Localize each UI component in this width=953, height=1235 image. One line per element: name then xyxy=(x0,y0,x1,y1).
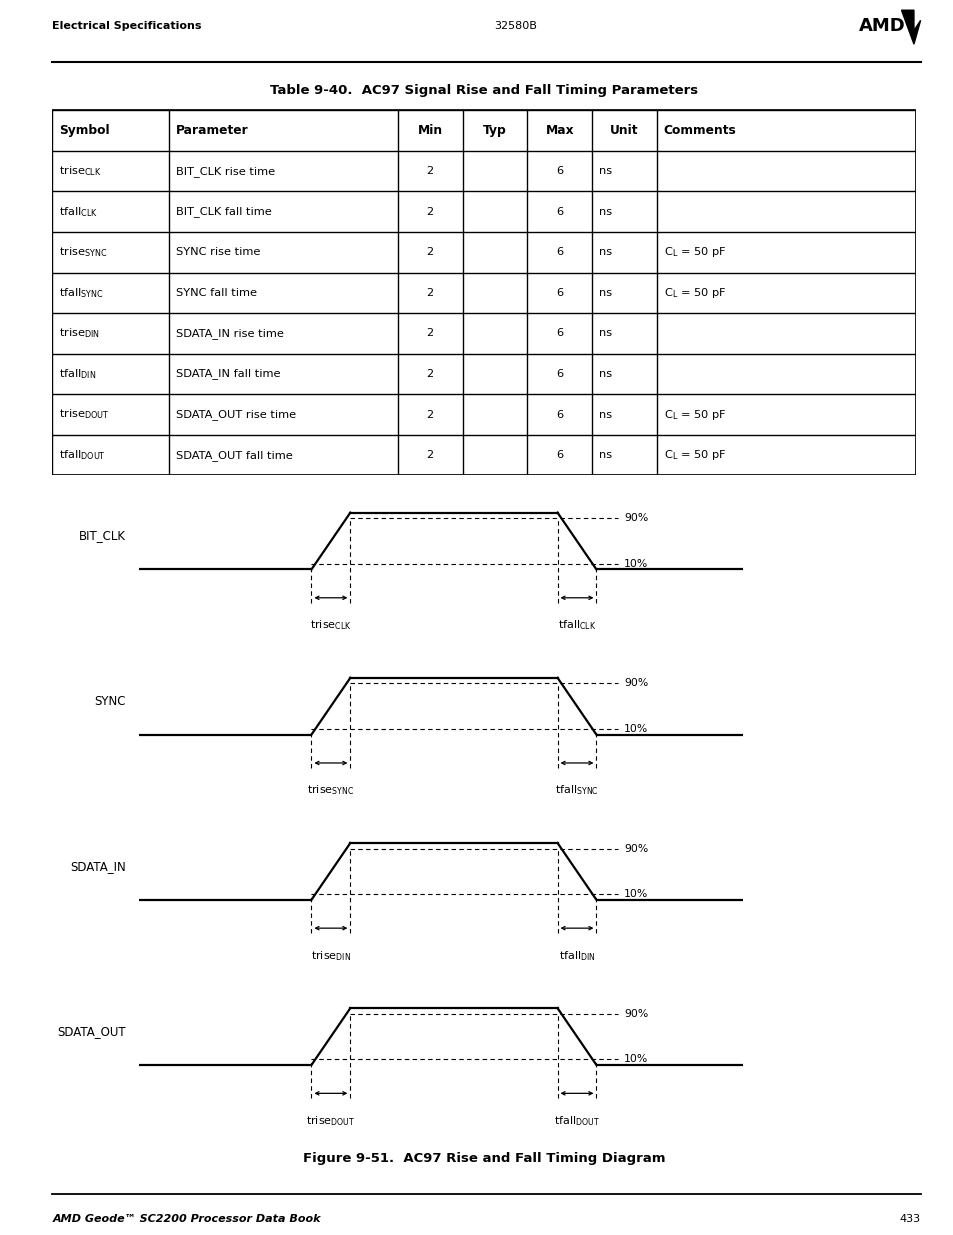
Text: tfall$_\mathrm{DIN}$: tfall$_\mathrm{DIN}$ xyxy=(558,948,595,962)
Text: BIT_CLK rise time: BIT_CLK rise time xyxy=(175,165,274,177)
Text: SDATA_OUT: SDATA_OUT xyxy=(57,1025,126,1037)
Text: tfall$_\mathrm{DOUT}$: tfall$_\mathrm{DOUT}$ xyxy=(554,1114,599,1128)
Text: 90%: 90% xyxy=(623,844,648,853)
Text: 2: 2 xyxy=(426,165,434,177)
Text: ns: ns xyxy=(598,451,612,461)
Text: 90%: 90% xyxy=(623,1009,648,1019)
Text: SYNC rise time: SYNC rise time xyxy=(175,247,260,257)
Text: trise$_\mathrm{DIN}$: trise$_\mathrm{DIN}$ xyxy=(311,948,351,962)
Text: 10%: 10% xyxy=(623,1055,648,1065)
Text: Comments: Comments xyxy=(663,124,736,137)
Text: ns: ns xyxy=(598,247,612,257)
Text: 6: 6 xyxy=(556,206,562,216)
Text: tfall$_\mathrm{SYNC}$: tfall$_\mathrm{SYNC}$ xyxy=(555,784,598,798)
Polygon shape xyxy=(901,10,920,44)
Text: Max: Max xyxy=(545,124,574,137)
Text: 90%: 90% xyxy=(623,514,648,524)
Text: BIT_CLK: BIT_CLK xyxy=(79,530,126,542)
Text: 90%: 90% xyxy=(623,678,648,688)
Text: trise$_\mathrm{SYNC}$: trise$_\mathrm{SYNC}$ xyxy=(59,246,108,259)
Text: 6: 6 xyxy=(556,165,562,177)
Text: ns: ns xyxy=(598,165,612,177)
Text: ns: ns xyxy=(598,369,612,379)
Text: Table 9-40.  AC97 Signal Rise and Fall Timing Parameters: Table 9-40. AC97 Signal Rise and Fall Ti… xyxy=(270,84,698,98)
Text: trise$_\mathrm{DOUT}$: trise$_\mathrm{DOUT}$ xyxy=(306,1114,355,1128)
Text: Electrical Specifications: Electrical Specifications xyxy=(52,21,202,31)
Text: trise$_\mathrm{CLK}$: trise$_\mathrm{CLK}$ xyxy=(59,164,102,178)
Text: SDATA_IN rise time: SDATA_IN rise time xyxy=(175,329,283,338)
Text: Typ: Typ xyxy=(482,124,506,137)
Text: SYNC fall time: SYNC fall time xyxy=(175,288,256,298)
Text: 6: 6 xyxy=(556,247,562,257)
Text: tfall$_\mathrm{DOUT}$: tfall$_\mathrm{DOUT}$ xyxy=(59,448,106,462)
Text: 10%: 10% xyxy=(623,558,648,569)
Text: BIT_CLK fall time: BIT_CLK fall time xyxy=(175,206,272,217)
Text: 6: 6 xyxy=(556,288,562,298)
Text: ns: ns xyxy=(598,410,612,420)
Text: SDATA_IN: SDATA_IN xyxy=(70,860,126,873)
Text: trise$_\mathrm{CLK}$: trise$_\mathrm{CLK}$ xyxy=(310,619,352,632)
Text: SYNC: SYNC xyxy=(94,694,126,708)
Text: 2: 2 xyxy=(426,206,434,216)
Text: Min: Min xyxy=(417,124,442,137)
Text: trise$_\mathrm{DIN}$: trise$_\mathrm{DIN}$ xyxy=(59,326,100,341)
Text: 2: 2 xyxy=(426,410,434,420)
Text: 433: 433 xyxy=(899,1214,920,1224)
Text: 6: 6 xyxy=(556,369,562,379)
Text: 10%: 10% xyxy=(623,889,648,899)
Text: ns: ns xyxy=(598,206,612,216)
Text: trise$_\mathrm{SYNC}$: trise$_\mathrm{SYNC}$ xyxy=(307,784,355,798)
Text: 2: 2 xyxy=(426,451,434,461)
Text: C$_\mathrm{L}$ = 50 pF: C$_\mathrm{L}$ = 50 pF xyxy=(663,408,725,421)
Text: tfall$_\mathrm{CLK}$: tfall$_\mathrm{CLK}$ xyxy=(59,205,98,219)
Text: 32580B: 32580B xyxy=(494,21,536,31)
Text: AMD: AMD xyxy=(858,17,904,35)
Text: ns: ns xyxy=(598,329,612,338)
Text: 10%: 10% xyxy=(623,724,648,734)
Text: C$_\mathrm{L}$ = 50 pF: C$_\mathrm{L}$ = 50 pF xyxy=(663,448,725,462)
Text: ns: ns xyxy=(598,288,612,298)
Text: C$_\mathrm{L}$ = 50 pF: C$_\mathrm{L}$ = 50 pF xyxy=(663,285,725,300)
Text: AMD Geode™ SC2200 Processor Data Book: AMD Geode™ SC2200 Processor Data Book xyxy=(52,1214,320,1224)
Text: 2: 2 xyxy=(426,247,434,257)
Text: 2: 2 xyxy=(426,288,434,298)
Text: tfall$_\mathrm{DIN}$: tfall$_\mathrm{DIN}$ xyxy=(59,367,97,380)
Text: 6: 6 xyxy=(556,451,562,461)
Text: 2: 2 xyxy=(426,369,434,379)
Text: SDATA_OUT fall time: SDATA_OUT fall time xyxy=(175,450,293,461)
Text: 6: 6 xyxy=(556,410,562,420)
Text: 6: 6 xyxy=(556,329,562,338)
Text: trise$_\mathrm{DOUT}$: trise$_\mathrm{DOUT}$ xyxy=(59,408,110,421)
Text: Parameter: Parameter xyxy=(175,124,249,137)
Text: SDATA_OUT rise time: SDATA_OUT rise time xyxy=(175,409,295,420)
Text: 2: 2 xyxy=(426,329,434,338)
Text: Symbol: Symbol xyxy=(59,124,110,137)
Text: tfall$_\mathrm{SYNC}$: tfall$_\mathrm{SYNC}$ xyxy=(59,287,104,300)
Text: C$_\mathrm{L}$ = 50 pF: C$_\mathrm{L}$ = 50 pF xyxy=(663,246,725,259)
Text: Unit: Unit xyxy=(610,124,638,137)
Text: Figure 9-51.  AC97 Rise and Fall Timing Diagram: Figure 9-51. AC97 Rise and Fall Timing D… xyxy=(303,1152,664,1165)
Text: SDATA_IN fall time: SDATA_IN fall time xyxy=(175,368,280,379)
Text: tfall$_\mathrm{CLK}$: tfall$_\mathrm{CLK}$ xyxy=(558,619,596,632)
